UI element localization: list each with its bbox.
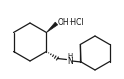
Polygon shape — [46, 22, 58, 32]
Text: ·HCl: ·HCl — [68, 18, 84, 27]
Text: H: H — [67, 53, 73, 59]
Text: N: N — [67, 56, 73, 65]
Text: OH: OH — [58, 18, 70, 27]
